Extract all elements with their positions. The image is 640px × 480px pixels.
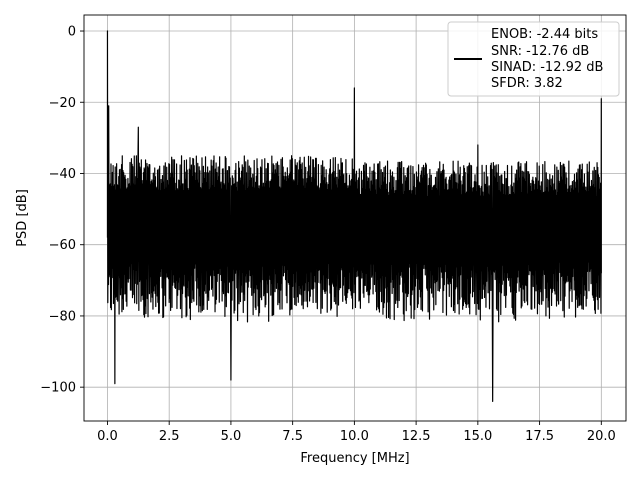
- y-tick-label: −40: [49, 167, 76, 182]
- plot-frame: [83, 14, 627, 422]
- legend-box: [447, 21, 620, 97]
- y-tick-label: −80: [49, 309, 76, 324]
- x-tick-label: 0.0: [97, 429, 118, 444]
- x-tick-label: 20.0: [587, 429, 616, 444]
- x-tick-label: 15.0: [463, 429, 492, 444]
- x-tick-label: 2.5: [159, 429, 180, 444]
- legend-line-sfdr: SFDR: 3.82: [491, 76, 563, 91]
- y-axis-ticks: 0 −20 −40 −60 −80 −100: [40, 25, 84, 396]
- legend-line-sinad: SINAD: -12.92 dB: [491, 60, 603, 75]
- x-tick-label: 7.5: [282, 429, 303, 444]
- x-tick-label: 5.0: [221, 429, 242, 444]
- y-tick-label: 0: [68, 25, 76, 40]
- legend-line-enob: ENOB: -2.44 bits: [491, 27, 598, 42]
- series-layer: [106, 30, 602, 403]
- y-tick-label: −20: [49, 96, 76, 111]
- legend-line-snr: SNR: -12.76 dB: [491, 44, 589, 59]
- y-tick-label: −100: [40, 381, 76, 396]
- y-tick-label: −60: [49, 238, 76, 253]
- y-axis-label: PSD [dB]: [15, 189, 30, 247]
- legend: ENOB: -2.44 bits SNR: -12.76 dB SINAD: -…: [447, 21, 620, 97]
- x-tick-label: 17.5: [525, 429, 554, 444]
- x-tick-label: 12.5: [402, 429, 431, 444]
- x-axis-label: Frequency [MHz]: [300, 451, 409, 466]
- x-axis-ticks: 0.0 2.5 5.0 7.5 10.0 12.5 15.0 17.5 20.0: [97, 421, 616, 444]
- x-tick-label: 10.0: [340, 429, 369, 444]
- psd-series-line: [106, 30, 602, 403]
